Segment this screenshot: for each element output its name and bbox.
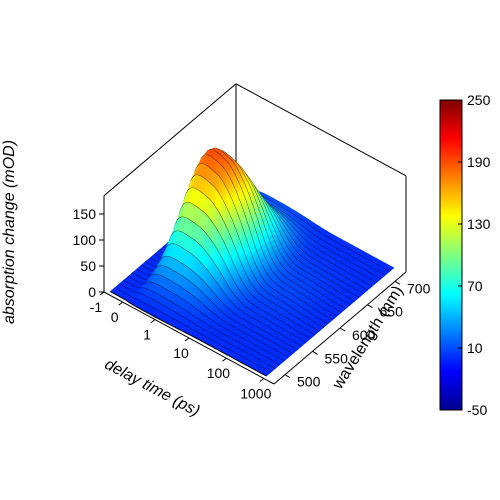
- y-tick-label: 550: [325, 350, 349, 366]
- z-tick-label: 100: [73, 232, 97, 248]
- surface-plot: [109, 147, 395, 377]
- colorbar-tick-label: 70: [467, 278, 483, 294]
- z-tick-label: 150: [73, 206, 97, 222]
- y-tick-label: 500: [297, 374, 321, 390]
- x-tick: [184, 337, 190, 342]
- y-tick-label: 700: [407, 280, 431, 296]
- y-tick: [312, 350, 318, 355]
- x-tick: [118, 301, 123, 306]
- x-axis-label: delay time (ps): [102, 356, 203, 420]
- y-tick-label: 600: [352, 327, 376, 343]
- y-tick: [339, 327, 346, 332]
- colorbar-tick-label: 130: [467, 216, 491, 232]
- colorbar-gradient: [439, 99, 463, 411]
- colorbar: 250 190 130 70 10 -50: [439, 92, 491, 418]
- axes-box-back: [103, 83, 407, 272]
- z-tick-label: 0: [88, 284, 96, 300]
- y-tick: [394, 280, 401, 285]
- z-axis-label: absorption change (mOD): [1, 140, 18, 324]
- x-tick-label: 100: [207, 365, 231, 381]
- x-tick-label: 0: [111, 309, 119, 325]
- box-edge-back-1: [103, 83, 237, 197]
- colorbar-tick-label: 250: [467, 92, 491, 108]
- x-tick-label: -1: [90, 299, 103, 315]
- x-tick: [222, 357, 227, 362]
- x-tick: [150, 319, 156, 324]
- y-tick-label: 650: [380, 304, 404, 320]
- x-tick-label: 10: [173, 345, 189, 361]
- x-tick-label: 1000: [240, 385, 271, 401]
- colorbar-tick-label: -50: [467, 402, 487, 418]
- box-edge-back-2: [235, 83, 407, 177]
- colorbar-tick-label: 190: [467, 154, 491, 170]
- y-tick: [367, 304, 373, 309]
- colorbar-tick-label: 10: [467, 340, 483, 356]
- z-tick-label: 50: [80, 258, 96, 274]
- y-tick: [284, 374, 291, 379]
- ridge-line: [109, 291, 267, 377]
- x-tick: [259, 378, 265, 382]
- x-tick-label: 1: [143, 327, 151, 343]
